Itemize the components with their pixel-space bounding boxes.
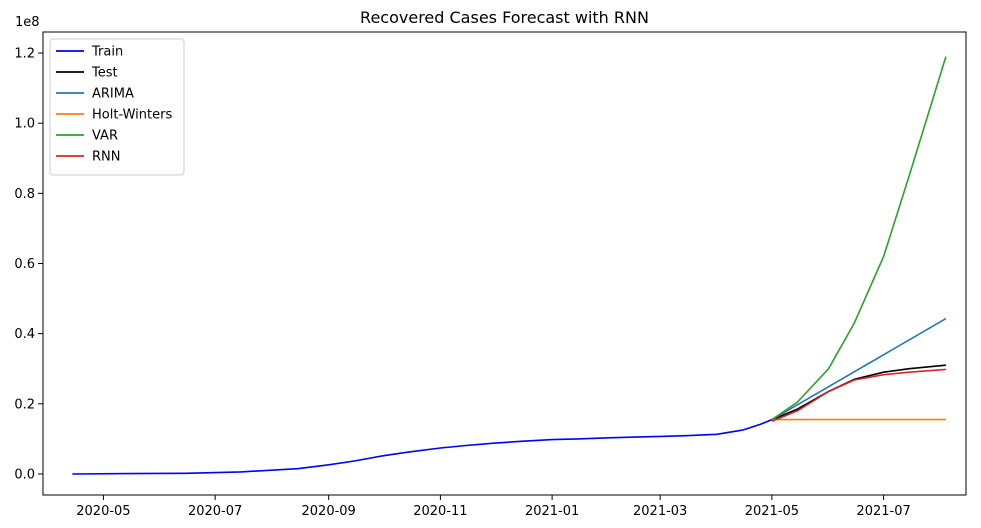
legend-label: RNN [92,150,120,165]
series-line-var [771,56,947,421]
x-tick-label: 2020-09 [302,504,356,519]
x-tick-label: 2021-07 [856,504,910,519]
y-tick-label: 0.0 [14,467,35,482]
legend-label: Holt-Winters [92,108,172,123]
x-tick-label: 2021-05 [745,504,799,519]
y-tick-label: 0.8 [14,187,35,202]
series-line-arima [771,317,947,421]
y-tick-label: 0.6 [14,257,35,272]
legend: Train Test ARIMA Holt-Winters VAR RNN [49,38,185,176]
series-line-test [771,364,946,421]
axis-ticks: 2020-05 2020-07 2020-09 2020-11 2021-01 2021-… [14,47,910,519]
y-tick-label: 1.2 [14,47,35,62]
legend-label: VAR [92,129,118,144]
x-tick-label: 2021-01 [525,504,579,519]
chart-title: Recovered Cases Forecast with RNN [360,8,649,27]
x-tick-label: 2020-07 [188,504,242,519]
plot-frame [42,31,967,496]
x-tick-label: 2020-11 [413,504,467,519]
legend-label: Train [91,45,123,60]
legend-box [49,38,185,176]
series-line-train [72,418,773,475]
y-tick-label: 0.4 [14,327,35,342]
x-tick-label: 2021-03 [633,504,687,519]
y-tick-label: 0.2 [14,397,35,412]
legend-label: ARIMA [92,87,134,102]
y-scale-label: 1e8 [15,15,40,30]
y-tick-label: 1.0 [14,117,35,132]
series-line-rnn [771,368,946,423]
x-tick-label: 2020-05 [76,504,130,519]
legend-label: Test [91,66,118,81]
series-lines [72,56,947,475]
